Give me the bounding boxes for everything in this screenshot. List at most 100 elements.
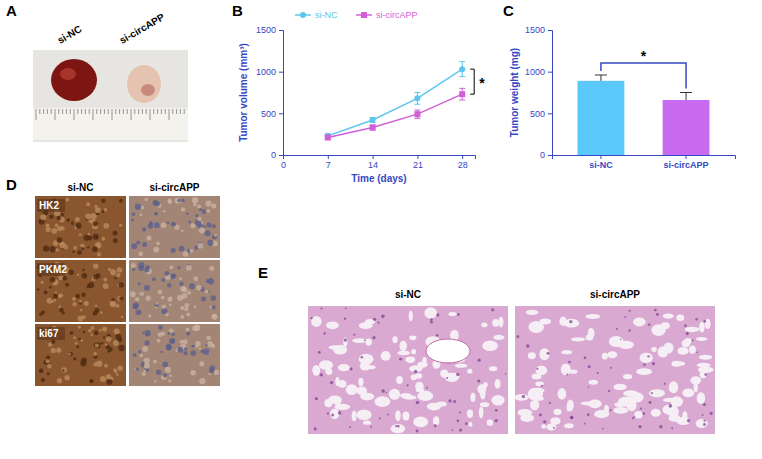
photo — [33, 50, 188, 142]
ihc-texture — [184, 347, 187, 350]
tick-label: si-circAPP — [664, 160, 709, 170]
he-texture — [682, 340, 690, 348]
ihc-texture — [119, 224, 122, 227]
ihc-texture — [90, 326, 94, 330]
ihc-texture — [104, 208, 107, 211]
ihc-texture — [57, 378, 62, 383]
photo-ruler-line — [100, 109, 101, 114]
he-texture — [588, 328, 595, 338]
ihc-texture — [80, 361, 86, 367]
photo-ruler-line — [39, 109, 40, 114]
he-texture — [436, 334, 439, 337]
ihc-texture — [154, 380, 157, 383]
ihc-texture — [138, 350, 141, 353]
ihc-texture — [181, 207, 185, 211]
ihc-texture — [106, 374, 111, 379]
ihc-texture — [40, 214, 46, 220]
ihc-texture — [214, 234, 217, 237]
ihc-texture — [87, 233, 90, 236]
ihc-texture — [107, 379, 113, 385]
tick-label: 28 — [458, 160, 468, 170]
he-texture — [616, 328, 618, 330]
photo-label: si-circAPP — [118, 11, 167, 46]
he-texture — [411, 349, 416, 354]
he-texture — [416, 401, 420, 405]
ihc-texture — [58, 305, 61, 308]
bar — [578, 81, 625, 155]
ihc-texture — [102, 327, 107, 332]
ihc-texture — [170, 265, 174, 269]
ihc-texture — [63, 244, 68, 249]
tick-label: 500 — [530, 109, 545, 119]
ihc-texture — [85, 213, 91, 219]
ihc-texture — [81, 247, 84, 250]
he-texture — [671, 427, 673, 429]
ihc-texture — [161, 332, 165, 336]
annotation: * — [479, 75, 485, 91]
he-texture — [515, 394, 529, 401]
column-label: si-NC — [67, 182, 93, 193]
he-texture — [434, 424, 437, 427]
tick: 1500 — [525, 25, 552, 35]
ihc-texture — [154, 222, 160, 228]
ihc-texture — [163, 373, 167, 377]
he-texture — [669, 381, 678, 393]
panel-a: Asi-NCsi-circAPP — [6, 2, 188, 142]
ihc-texture — [101, 199, 105, 203]
ihc-texture — [142, 346, 148, 352]
ihc-texture — [76, 223, 82, 229]
he-texture — [699, 355, 713, 360]
ihc-texture — [116, 273, 120, 277]
ihc-texture — [89, 379, 93, 383]
he-texture — [312, 365, 320, 376]
he-texture — [330, 408, 339, 419]
ihc-texture — [86, 202, 90, 206]
ihc-texture — [164, 271, 169, 276]
ihc-texture — [93, 352, 97, 356]
ihc-texture — [82, 315, 86, 319]
ihc-texture — [73, 336, 76, 339]
he-texture — [433, 416, 439, 425]
he-texture — [358, 378, 363, 386]
photo-tumor — [51, 59, 97, 101]
ihc-texture — [51, 348, 56, 353]
he-texture — [696, 419, 708, 428]
he-texture — [584, 423, 586, 425]
he-texture — [541, 385, 543, 387]
photo-ruler-line — [62, 109, 63, 114]
he-texture — [456, 373, 459, 376]
legend: si-NCsi-circAPP — [295, 10, 418, 20]
he-texture — [320, 373, 323, 376]
ihc-texture — [162, 362, 168, 368]
he-texture — [564, 319, 580, 328]
ihc-texture — [61, 213, 64, 216]
he-texture — [526, 344, 530, 348]
ihc-texture — [209, 368, 214, 373]
he-texture — [629, 310, 631, 312]
he-texture — [677, 347, 688, 355]
ihc-texture — [110, 301, 116, 307]
he-texture — [602, 428, 604, 430]
he-texture — [608, 390, 610, 392]
he-texture — [543, 420, 546, 423]
he-texture — [676, 314, 684, 320]
ihc-texture — [138, 252, 143, 257]
he-texture — [459, 412, 461, 414]
ihc-texture — [62, 369, 65, 372]
he-texture — [640, 353, 653, 363]
ihc-texture — [78, 338, 81, 341]
he-texture — [495, 409, 498, 412]
ihc-texture — [196, 285, 202, 291]
ihc-texture — [51, 340, 55, 344]
ihc-texture — [57, 237, 63, 243]
ihc-texture — [43, 245, 49, 251]
ihc-texture — [197, 217, 201, 221]
he-texture — [689, 346, 696, 354]
tick: si-NC — [589, 155, 613, 170]
ihc-texture — [75, 217, 80, 222]
ihc-texture — [118, 365, 123, 370]
ihc-texture — [41, 310, 45, 314]
ihc-texture — [190, 350, 196, 356]
ihc-texture — [103, 336, 106, 339]
he-texture — [609, 336, 624, 347]
